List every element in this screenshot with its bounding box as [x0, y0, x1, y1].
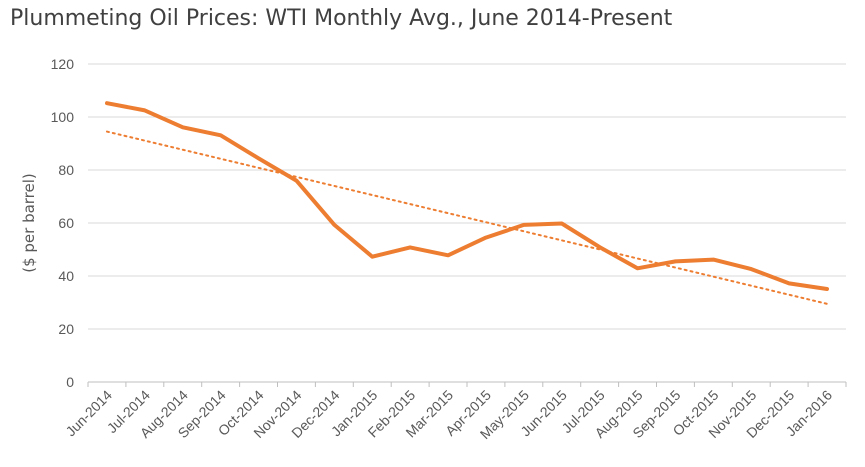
y-tick-label: 60: [58, 215, 74, 231]
chart-title: Plummeting Oil Prices: WTI Monthly Avg.,…: [10, 6, 673, 31]
y-tick-label: 40: [58, 268, 74, 284]
gridlines: [87, 63, 847, 387]
y-tick-label: 20: [58, 321, 74, 337]
y-tick-label: 100: [51, 109, 75, 125]
y-tick-label: 0: [66, 374, 74, 390]
x-tick-label: Jun-2014: [62, 387, 115, 440]
series-lines: [105, 101, 829, 305]
y-tick-label: 80: [58, 162, 74, 178]
y-axis-title: ($ per barrel): [20, 173, 38, 273]
price-line: [105, 101, 829, 291]
y-tick-label: 120: [51, 56, 75, 72]
x-axis-tick-labels: Jun-2014Jul-2014Aug-2014Sep-2014Oct-2014…: [62, 387, 835, 442]
trendline: [105, 130, 829, 305]
y-axis-tick-labels: 0 20 40 60 80 100 120: [51, 56, 75, 390]
